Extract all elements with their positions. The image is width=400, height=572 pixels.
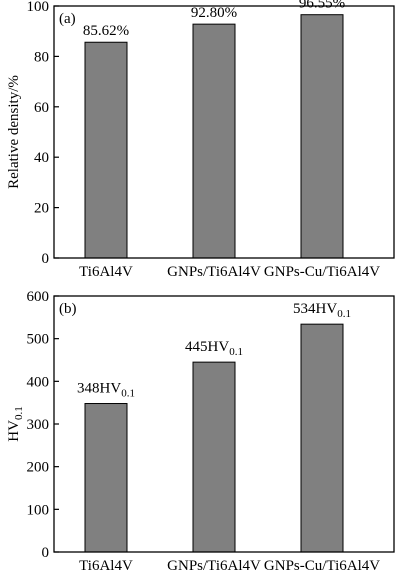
y-axis-label: HV0.1 [6, 406, 25, 441]
bar-gnps-cu-ti6al4v [300, 14, 344, 259]
data-label-subscript: 0.1 [229, 346, 243, 358]
plot-frame [53, 5, 395, 259]
data-label: 85.62% [83, 23, 129, 39]
y-axis-label-main: Relative density/% [6, 75, 22, 189]
chart-panel-a: 0 20 40 60 80 100 Ti6Al4V GNPs/Ti6Al4V GNPs-Cu/T… [6, 0, 395, 280]
x-category-label: Ti6Al4V [79, 558, 133, 572]
y-tick-label: 80 [34, 49, 49, 65]
y-tick-label: 0 [42, 545, 50, 561]
data-label: 534HV0.1 [293, 301, 351, 320]
x-category-label: GNPs-Cu/Ti6Al4V [264, 558, 380, 572]
data-label-main: 92.80% [191, 5, 237, 21]
x-category-label: Ti6Al4V [79, 264, 133, 280]
data-label: 92.80% [191, 5, 237, 21]
x-category-label: GNPs/Ti6Al4V [167, 264, 261, 280]
y-tick-label: 500 [27, 332, 50, 348]
bar-ti6al4v [84, 41, 128, 259]
panel-label: (b) [59, 301, 77, 317]
panel-label: (a) [59, 11, 76, 27]
x-category-label: GNPs/Ti6Al4V [167, 558, 261, 572]
x-category-label: GNPs-Cu/Ti6Al4V [264, 264, 380, 280]
y-axis-label-subscript: 0.1 [13, 406, 25, 420]
y-tick-label: 200 [27, 460, 50, 476]
bar-gnps-cu-ti6al4v [300, 323, 344, 553]
data-label-main: 85.62% [83, 23, 129, 39]
bar-gnps-ti6al4v [192, 361, 236, 553]
data-label: 445HV0.1 [185, 339, 243, 358]
y-tick-label: 40 [34, 150, 49, 166]
data-label-main: 96.55% [299, 0, 345, 12]
y-tick-label: 20 [34, 201, 49, 217]
bar-gnps-ti6al4v [192, 23, 236, 259]
y-axis-label-main: HV [6, 420, 22, 442]
data-label-main: 445HV [185, 339, 229, 355]
y-tick-label: 100 [27, 502, 50, 518]
data-label: 348HV0.1 [77, 381, 135, 400]
y-tick-label: 0 [42, 251, 50, 267]
y-tick-label: 600 [27, 289, 50, 305]
bar-ti6al4v [84, 403, 128, 553]
y-tick-label: 400 [27, 374, 50, 390]
data-label-main: 348HV [77, 381, 121, 397]
chart-panel-b: 0 100 200 300 400 500 600 Ti6Al4V GNPs/Ti6Al4V GN… [6, 289, 395, 572]
data-label-main: 534HV [293, 301, 337, 317]
y-tick-label: 60 [34, 100, 49, 116]
data-label-subscript: 0.1 [337, 308, 351, 320]
data-label: 96.55% [299, 0, 345, 12]
y-axis-label: Relative density/% [6, 75, 22, 189]
data-label-subscript: 0.1 [121, 388, 135, 400]
y-tick-label: 100 [27, 0, 50, 15]
y-tick-label: 300 [27, 417, 50, 433]
